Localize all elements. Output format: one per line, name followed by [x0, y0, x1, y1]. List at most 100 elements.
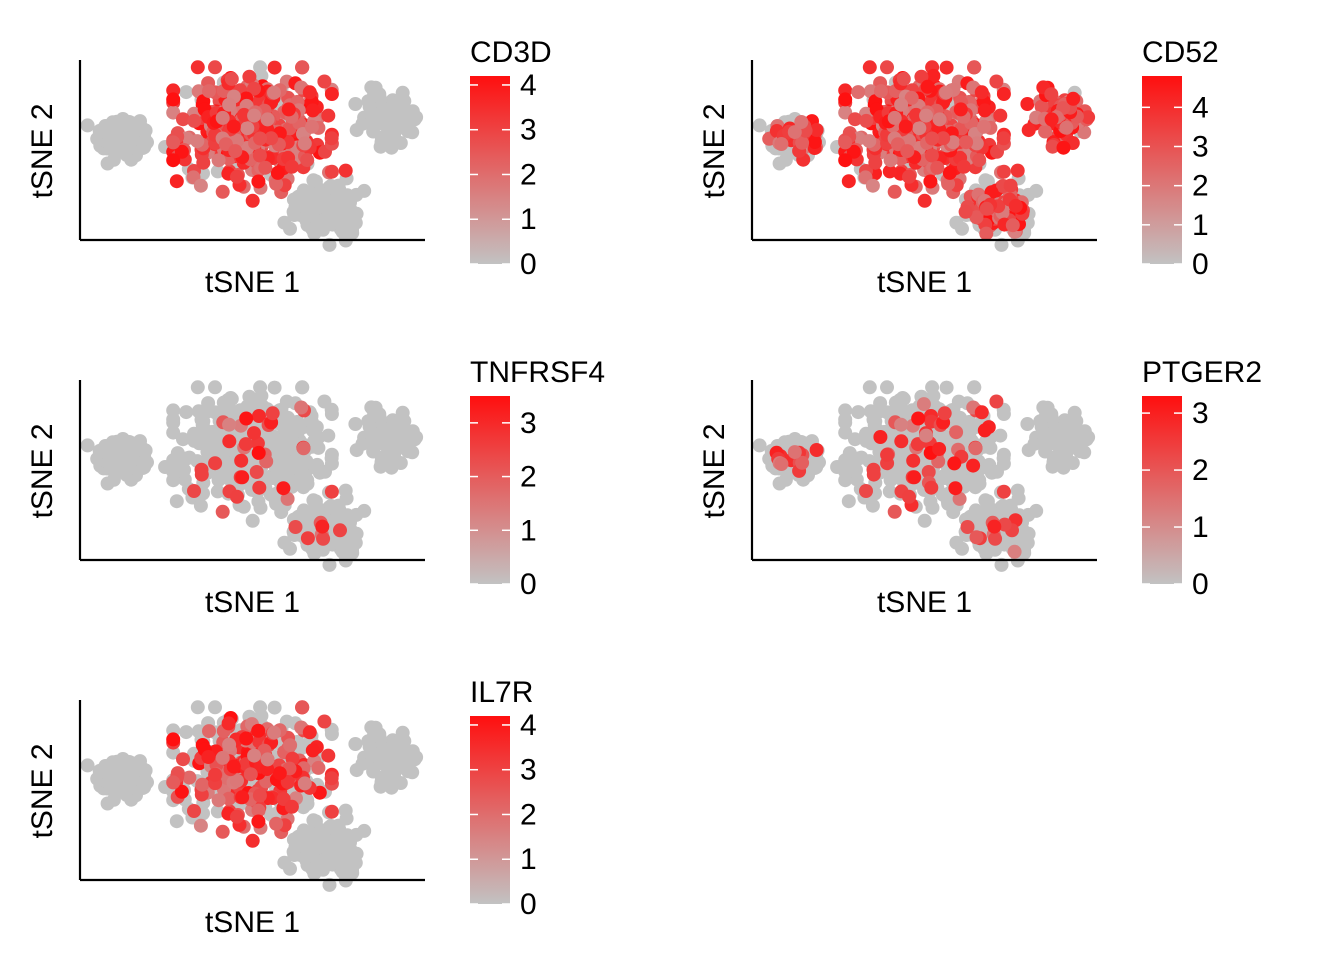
cell-point [1003, 178, 1018, 193]
cell-point [166, 455, 181, 470]
cell-point [862, 60, 877, 75]
cell-point [202, 724, 216, 739]
cell-point [254, 708, 269, 723]
cell-point [810, 457, 825, 472]
cell-point [959, 135, 974, 150]
cell-point [239, 411, 254, 426]
cell-point [138, 777, 153, 792]
cell-point [923, 494, 938, 509]
cell-point [215, 750, 230, 765]
cell-point [968, 441, 983, 456]
cell-point [324, 727, 339, 741]
cell-point [924, 148, 939, 163]
cell-point [1007, 544, 1022, 559]
cell-point [333, 523, 347, 538]
cell-point [794, 115, 809, 129]
legend-tick-label: 2 [1192, 170, 1209, 203]
cell-point [979, 201, 994, 216]
cell-point [882, 164, 897, 179]
cell-point [1021, 507, 1036, 522]
cell-point [222, 434, 237, 449]
cell-point [221, 716, 236, 731]
cell-point [295, 380, 310, 395]
cell-point [166, 425, 181, 440]
cell-point [372, 727, 387, 742]
cell-point [1044, 112, 1059, 127]
cell-point [949, 215, 964, 230]
cell-point [874, 404, 888, 419]
cell-point [916, 397, 931, 412]
cell-point [941, 496, 956, 511]
cell-point [868, 155, 883, 170]
cell-point [865, 498, 880, 513]
cell-point [752, 118, 767, 133]
cell-point [211, 153, 226, 168]
cell-point [193, 818, 208, 833]
cell-point [322, 237, 337, 252]
cell-point [880, 60, 894, 75]
legend-colorbar [470, 716, 510, 904]
cell-point [211, 793, 226, 808]
cell-point [307, 841, 322, 856]
cell-point [387, 120, 402, 135]
cell-point [269, 816, 284, 831]
cell-point [187, 484, 201, 498]
cell-point [900, 144, 915, 159]
cell-point [251, 723, 266, 738]
legend-tick-label: 1 [520, 843, 537, 876]
legend-title: IL7R [470, 676, 533, 709]
cell-point [210, 164, 225, 179]
point-layer [80, 700, 424, 892]
cell-point [252, 148, 267, 163]
cell-point [919, 428, 934, 443]
cell-point [851, 85, 866, 100]
cell-point [809, 123, 824, 137]
cell-point [194, 467, 209, 482]
cell-point [348, 97, 363, 111]
legend-tick-label: 1 [1192, 511, 1209, 544]
cell-point [322, 209, 337, 224]
cell-point [138, 457, 153, 472]
cell-point [193, 498, 208, 513]
cell-point [288, 520, 303, 534]
cell-point [366, 124, 381, 139]
cell-point [772, 156, 787, 171]
cell-point [926, 68, 941, 83]
cell-point [338, 163, 353, 178]
cell-point [1034, 99, 1049, 114]
cell-point [972, 473, 987, 488]
cell-point [287, 455, 302, 470]
cell-point [1045, 139, 1060, 154]
cell-point [385, 773, 400, 787]
cell-point [138, 137, 153, 152]
cell-point [297, 456, 312, 471]
cell-point [267, 380, 282, 395]
cell-point [300, 793, 315, 808]
cell-point [169, 494, 184, 509]
cell-point [169, 814, 184, 829]
cell-point [349, 187, 364, 202]
cell-point [948, 481, 963, 496]
cell-point [993, 108, 1008, 123]
cell-point [752, 438, 767, 453]
cell-point [372, 432, 387, 447]
cell-point [906, 453, 921, 468]
cell-point [311, 760, 326, 775]
cell-point [1045, 459, 1060, 474]
cell-point [254, 388, 269, 403]
cell-point [254, 68, 269, 83]
cell-point [267, 60, 282, 75]
cell-point [245, 193, 260, 208]
cell-point [179, 725, 194, 740]
cell-point [321, 748, 336, 763]
cell-point [1021, 443, 1036, 458]
cell-point [80, 438, 95, 453]
cell-point [838, 153, 853, 168]
cell-point [348, 855, 363, 870]
cell-point [317, 394, 332, 409]
cell-point [230, 809, 244, 824]
cell-point [247, 426, 261, 441]
cell-point [794, 435, 809, 449]
cell-point [249, 465, 264, 479]
